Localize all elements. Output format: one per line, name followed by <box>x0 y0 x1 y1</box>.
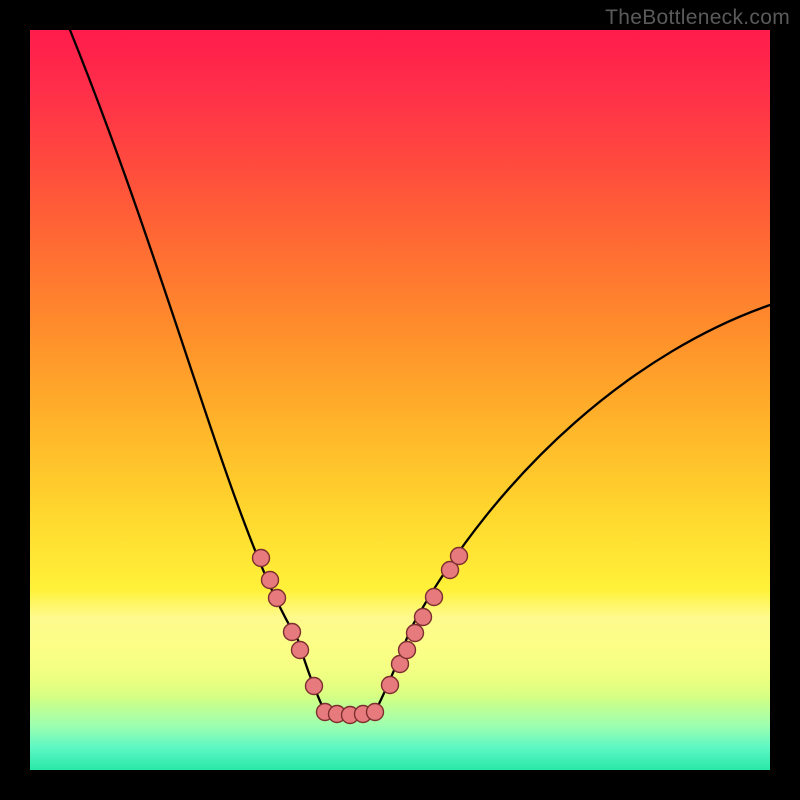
bottleneck-chart: TheBottleneck.com <box>0 0 800 800</box>
data-marker <box>407 625 424 642</box>
data-marker <box>426 589 443 606</box>
data-marker <box>269 590 286 607</box>
data-marker <box>382 677 399 694</box>
chart-svg <box>0 0 800 800</box>
data-marker <box>451 548 468 565</box>
data-marker <box>253 550 270 567</box>
data-marker <box>306 678 323 695</box>
data-marker <box>292 642 309 659</box>
markers-bottom <box>317 704 384 724</box>
data-marker <box>367 704 384 721</box>
data-marker <box>399 642 416 659</box>
data-marker <box>262 572 279 589</box>
data-marker <box>415 609 432 626</box>
data-marker <box>284 624 301 641</box>
watermark-text: TheBottleneck.com <box>605 6 790 30</box>
